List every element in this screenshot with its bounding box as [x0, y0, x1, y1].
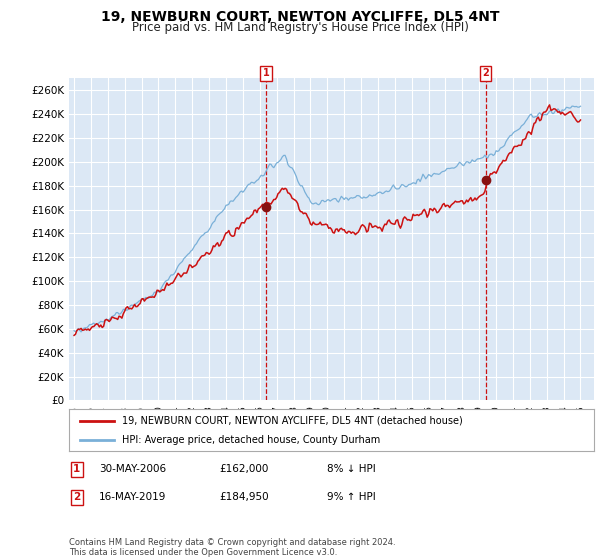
- Text: 30-MAY-2006: 30-MAY-2006: [99, 464, 166, 474]
- Text: Contains HM Land Registry data © Crown copyright and database right 2024.
This d: Contains HM Land Registry data © Crown c…: [69, 538, 395, 557]
- Text: Price paid vs. HM Land Registry's House Price Index (HPI): Price paid vs. HM Land Registry's House …: [131, 21, 469, 34]
- Text: 16-MAY-2019: 16-MAY-2019: [99, 492, 166, 502]
- Text: HPI: Average price, detached house, County Durham: HPI: Average price, detached house, Coun…: [121, 435, 380, 445]
- Text: 1: 1: [73, 464, 80, 474]
- Text: 1: 1: [263, 68, 269, 78]
- Text: 2: 2: [73, 492, 80, 502]
- Text: 19, NEWBURN COURT, NEWTON AYCLIFFE, DL5 4NT (detached house): 19, NEWBURN COURT, NEWTON AYCLIFFE, DL5 …: [121, 416, 462, 426]
- Text: 9% ↑ HPI: 9% ↑ HPI: [327, 492, 376, 502]
- Text: £184,950: £184,950: [219, 492, 269, 502]
- Text: 8% ↓ HPI: 8% ↓ HPI: [327, 464, 376, 474]
- Text: 19, NEWBURN COURT, NEWTON AYCLIFFE, DL5 4NT: 19, NEWBURN COURT, NEWTON AYCLIFFE, DL5 …: [101, 10, 499, 24]
- Text: £162,000: £162,000: [219, 464, 268, 474]
- Text: 2: 2: [482, 68, 489, 78]
